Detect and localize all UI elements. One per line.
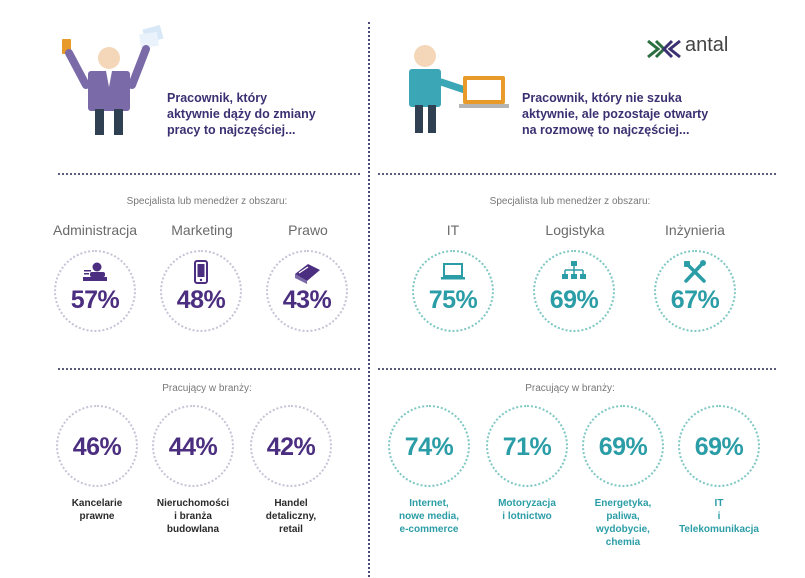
- industry-label-telekomunikacja: IT i Telekomunikacja: [674, 497, 764, 536]
- industry-label-line: prawne: [79, 511, 115, 522]
- org-chart-icon: [562, 261, 586, 279]
- industry-label-handel: Handel detaliczny, retail: [246, 497, 336, 536]
- left-divider-top: [58, 173, 360, 175]
- industry-stat-kancelarie: 46%: [56, 405, 138, 487]
- open-candidate-illustration: [405, 42, 515, 142]
- industry-label-line: Kancelarie: [71, 498, 123, 509]
- smartphone-icon: [194, 260, 208, 284]
- left-lead-line: aktywnie dąży do zmiany: [167, 107, 316, 121]
- industry-label-line: chemia: [605, 537, 641, 548]
- left-lead-line: Pracownik, który: [167, 91, 268, 105]
- right-industry-heading: Pracujący w branży:: [525, 383, 615, 394]
- industry-label-line: nowe media,: [398, 511, 459, 522]
- left-divider-middle: [58, 368, 360, 370]
- industry-label-energetyka: Energetyka, paliwa, wydobycie, chemia: [578, 497, 668, 549]
- industry-stat-nieruchomosci: 44%: [152, 405, 234, 487]
- industry-label-line: i lotnictwo: [502, 511, 552, 522]
- left-specialist-heading: Specjalista lub menedżer z obszaru:: [126, 196, 288, 207]
- area-percent: 48%: [176, 286, 226, 314]
- area-percent: 57%: [70, 286, 120, 314]
- industry-label-line: IT: [714, 498, 724, 509]
- industry-stat-handel: 42%: [250, 405, 332, 487]
- area-label-inzynieria: Inżynieria: [665, 222, 725, 238]
- antal-logo: [646, 38, 682, 65]
- area-percent: 67%: [670, 286, 720, 314]
- area-label-it: IT: [446, 222, 460, 238]
- area-stat-logistyka: 69%: [533, 250, 615, 332]
- industry-label-line: Energetyka,: [594, 498, 652, 509]
- area-stat-prawo: 43%: [266, 250, 348, 332]
- area-label-administracja: Administracja: [52, 222, 138, 238]
- antal-logo-text: antal: [685, 34, 729, 56]
- left-lead-line: pracy to najczęściej...: [167, 123, 296, 137]
- industry-label-line: Motoryzacja: [498, 498, 556, 509]
- tools-icon: [684, 260, 706, 283]
- left-lead-text: Pracownik, który aktywnie dąży do zmiany…: [167, 90, 316, 138]
- area-stat-administracja: 57%: [54, 250, 136, 332]
- industry-label-line: detaliczny,: [265, 511, 317, 522]
- right-divider-top: [378, 173, 776, 175]
- industry-percent: 44%: [168, 433, 218, 461]
- area-percent: 69%: [549, 286, 599, 314]
- area-stat-it: 75%: [412, 250, 494, 332]
- law-book-icon: [295, 264, 320, 284]
- industry-percent: 42%: [266, 433, 316, 461]
- right-specialist-heading: Specjalista lub menedżer z obszaru:: [489, 196, 651, 207]
- monitor-icon: [441, 263, 465, 280]
- area-label-logistyka: Logistyka: [545, 222, 605, 238]
- industry-label-motoryzacja: Motoryzacja i lotnictwo: [482, 497, 572, 523]
- industry-stat-energetyka: 69%: [582, 405, 664, 487]
- right-divider-middle: [378, 368, 776, 370]
- industry-label-line: Handel: [274, 498, 308, 509]
- center-divider: [368, 22, 370, 577]
- left-industry-heading: Pracujący w branży:: [162, 383, 252, 394]
- right-lead-line: aktywnie, ale pozostaje otwarty: [522, 107, 709, 121]
- right-lead-line: na rozmowę to najczęściej...: [522, 123, 690, 137]
- industry-percent: 69%: [598, 433, 648, 461]
- area-stat-marketing: 48%: [160, 250, 242, 332]
- industry-label-line: Telekomunikacja: [679, 524, 759, 535]
- area-label-marketing: Marketing: [171, 222, 233, 238]
- industry-label-line: Internet,: [409, 498, 449, 509]
- right-lead-text: Pracownik, który nie szuka aktywnie, ale…: [522, 90, 708, 138]
- person-desk-icon: [83, 262, 107, 281]
- industry-label-line: wydobycie,: [596, 524, 650, 535]
- industry-stat-telekomunikacja: 69%: [678, 405, 760, 487]
- area-label-prawo: Prawo: [288, 222, 328, 238]
- industry-label-line: retail: [279, 524, 303, 535]
- industry-label-nieruchomosci: Nieruchomości i branża budowlana: [148, 497, 238, 536]
- industry-percent: 71%: [502, 433, 552, 461]
- antal-logo-icon: [647, 39, 681, 59]
- industry-stat-internet: 74%: [388, 405, 470, 487]
- industry-label-line: budowlana: [166, 524, 220, 535]
- industry-label-line: i: [717, 511, 721, 522]
- industry-label-line: e-commerce: [399, 524, 459, 535]
- industry-label-internet: Internet, nowe media, e-commerce: [384, 497, 474, 536]
- industry-label-line: paliwa,: [606, 511, 640, 522]
- right-lead-line: Pracownik, który nie szuka: [522, 91, 682, 105]
- industry-label-line: Nieruchomości: [156, 498, 230, 509]
- industry-percent: 46%: [72, 433, 122, 461]
- industry-percent: 69%: [694, 433, 744, 461]
- industry-percent: 74%: [404, 433, 454, 461]
- area-percent: 43%: [282, 286, 332, 314]
- area-percent: 75%: [428, 286, 478, 314]
- industry-label-kancelarie: Kancelarie prawne: [52, 497, 142, 523]
- industry-label-line: i branża: [174, 511, 212, 522]
- industry-stat-motoryzacja: 71%: [486, 405, 568, 487]
- area-stat-inzynieria: 67%: [654, 250, 736, 332]
- job-seeker-illustration: [60, 24, 170, 142]
